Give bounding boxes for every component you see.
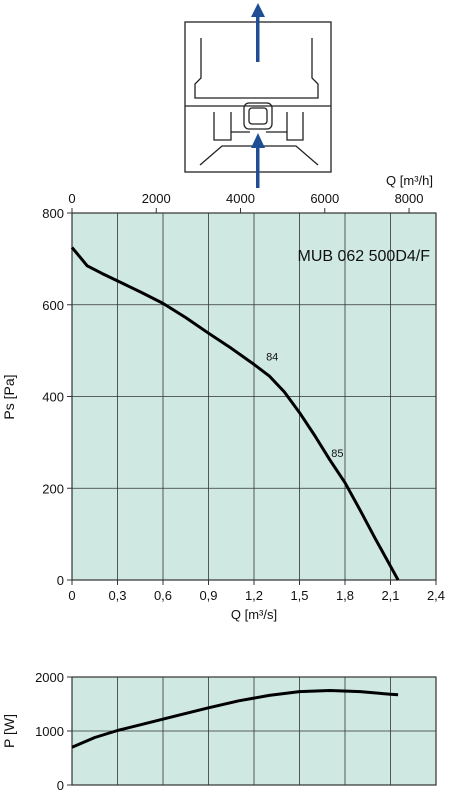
y-tick-label: 0	[57, 573, 64, 588]
inlet-arrow-icon	[251, 133, 265, 148]
fan-housing-airflow-up-diagram	[184, 3, 332, 188]
x-tick-label: 0	[68, 588, 75, 603]
secondary-x-tick-label: 8000	[395, 191, 424, 206]
x-tick-label: 1,2	[245, 588, 263, 603]
secondary-x-tick-label: 4000	[226, 191, 255, 206]
secondary-x-tick-label: 6000	[310, 191, 339, 206]
right-motor-bracket	[286, 112, 304, 141]
secondary-x-tick-label: 2000	[142, 191, 171, 206]
inlet-arrow-shaft	[256, 148, 260, 188]
inner-chamber-outline	[194, 38, 319, 99]
x-tick-label: 2,1	[381, 588, 399, 603]
y-tick-label: 0	[57, 778, 64, 793]
pressure-curve	[70, 246, 400, 581]
y-tick-label: 800	[42, 206, 64, 221]
secondary-x-axis-ticks: 0 2000 4000 6000 8000	[68, 191, 423, 213]
x-axis-ticks: 0 0,3 0,6 0,9 1,2 1,5 1,8 2,1 2,4	[68, 580, 445, 603]
y-tick-label: 600	[42, 298, 64, 313]
y-tick-label: 400	[42, 390, 64, 405]
y-tick-label: 1000	[35, 724, 64, 739]
y-axis-ticks: 0 200 400 600 800	[42, 206, 72, 588]
motor-core	[248, 107, 268, 125]
curve-annotation: 85	[331, 448, 343, 460]
secondary-x-axis-label: Q [m³/h]	[386, 173, 433, 188]
x-tick-label: 0,3	[108, 588, 126, 603]
secondary-x-tick-label: 0	[68, 191, 75, 206]
pressure-chart: 0 0,3 0,6 0,9 1,2 1,5 1,8 2,1 2,4 0200400600800 …	[1, 173, 445, 622]
x-tick-label: 1,8	[336, 588, 354, 603]
outlet-arrow-icon	[251, 3, 265, 17]
x-tick-label: 2,4	[427, 588, 445, 603]
outlet-arrow-shaft	[256, 14, 260, 62]
left-motor-bracket	[213, 112, 232, 141]
motor-body	[243, 102, 273, 130]
y-axis-label: Ps [Pa]	[1, 374, 17, 419]
y-axis-ticks: 0 1000 2000	[35, 670, 72, 793]
x-tick-label: 1,5	[290, 588, 308, 603]
curve-annotation: 84	[266, 352, 278, 364]
x-axis-label: Q [m³/s]	[231, 607, 277, 622]
annotations: 84 85	[266, 352, 343, 460]
power-curve	[71, 689, 399, 749]
chart-title: MUB 062 500D4/F	[297, 248, 430, 265]
y-tick-label: 200	[42, 481, 64, 496]
x-tick-label: 0,9	[199, 588, 217, 603]
y-tick-label: 2000	[35, 670, 64, 685]
power-chart: 0 1000 2000 P [W]	[1, 670, 437, 793]
x-tick-label: 0,6	[154, 588, 172, 603]
y-axis-label: P [W]	[1, 714, 17, 748]
grid	[71, 676, 437, 786]
